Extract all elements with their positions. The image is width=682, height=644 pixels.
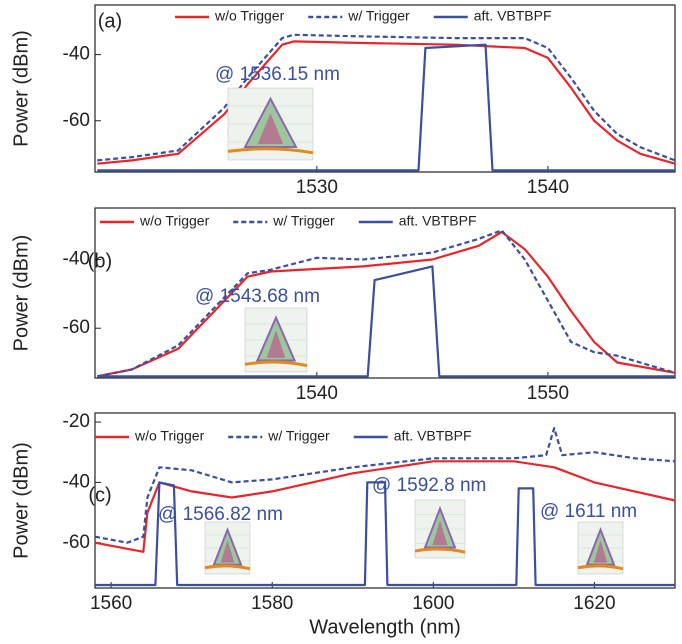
series-line — [97, 40, 676, 165]
inset-baseline — [204, 564, 251, 571]
annotation: @ 1592.8 nm — [372, 475, 486, 496]
y-tick-label: -20 — [63, 411, 90, 432]
series-line — [97, 230, 676, 378]
panel-label: (c) — [88, 484, 111, 506]
annotation: @ 1566.82 nm — [158, 504, 283, 525]
x-tick-label: 1560 — [90, 593, 132, 614]
inset-eye-core — [257, 113, 284, 145]
series-line — [97, 229, 676, 378]
y-tick-label: -60 — [63, 532, 90, 553]
series-line — [97, 265, 675, 378]
legend-label: w/o Trigger — [134, 428, 205, 444]
panel-label: (b) — [88, 250, 112, 272]
annotation: @ 1536.15 nm — [215, 64, 340, 85]
inset-baseline — [414, 547, 466, 554]
x-tick-label: 1530 — [296, 177, 338, 198]
inset-baseline — [227, 147, 314, 155]
legend-label: w/ Trigger — [272, 213, 335, 229]
inset-eye-core — [593, 540, 608, 563]
y-tick-label: -40 — [63, 44, 90, 65]
legend-label: w/o Trigger — [139, 213, 210, 229]
eye-diagram-inset — [244, 307, 308, 373]
legend-label: aft. VBTBPF — [394, 428, 472, 444]
series-line — [97, 43, 675, 172]
y-tick-label: -60 — [63, 110, 90, 131]
plot-frame — [94, 207, 676, 379]
x-tick-label: 1580 — [251, 593, 293, 614]
y-tick-label: -60 — [63, 317, 90, 338]
x-tick-label: 1540 — [296, 383, 338, 404]
x-tick-label: 1540 — [527, 177, 569, 198]
inset-eye-core — [432, 520, 448, 546]
eye-diagram-inset — [204, 521, 251, 575]
inset-baseline — [244, 360, 308, 368]
legend-label: w/ Trigger — [267, 428, 330, 444]
annotation: @ 1611 nm — [540, 501, 637, 522]
x-tick-label: 1620 — [573, 593, 615, 614]
inset-baseline — [577, 564, 624, 571]
legend-label: w/ Trigger — [347, 8, 410, 24]
plot-frame — [94, 4, 676, 173]
x-axis-title: Wavelength (nm) — [309, 616, 461, 638]
y-tick-label: -40 — [63, 249, 90, 270]
x-tick-label: 1550 — [527, 383, 569, 404]
eye-diagram-inset — [414, 499, 466, 559]
y-axis-title: Power (dBm) — [10, 442, 32, 559]
y-axis-title: Power (dBm) — [10, 235, 32, 352]
series-line — [97, 33, 676, 162]
panel-label: (a) — [98, 10, 122, 32]
series-line — [94, 460, 676, 553]
legend-label: aft. VBTBPF — [474, 8, 552, 24]
annotation: @ 1543.68 nm — [195, 286, 320, 307]
legend-label: aft. VBTBPF — [399, 213, 477, 229]
y-tick-label: -40 — [63, 471, 90, 492]
eye-diagram-inset — [577, 521, 624, 575]
y-axis-title: Power (dBm) — [10, 30, 32, 147]
eye-diagram-inset — [227, 87, 314, 161]
legend-label: w/o Trigger — [214, 8, 285, 24]
inset-eye-core — [220, 540, 235, 563]
series-line — [94, 427, 676, 544]
x-tick-label: 1600 — [412, 593, 454, 614]
inset-eye-core — [266, 330, 286, 358]
series-line — [95, 481, 675, 587]
